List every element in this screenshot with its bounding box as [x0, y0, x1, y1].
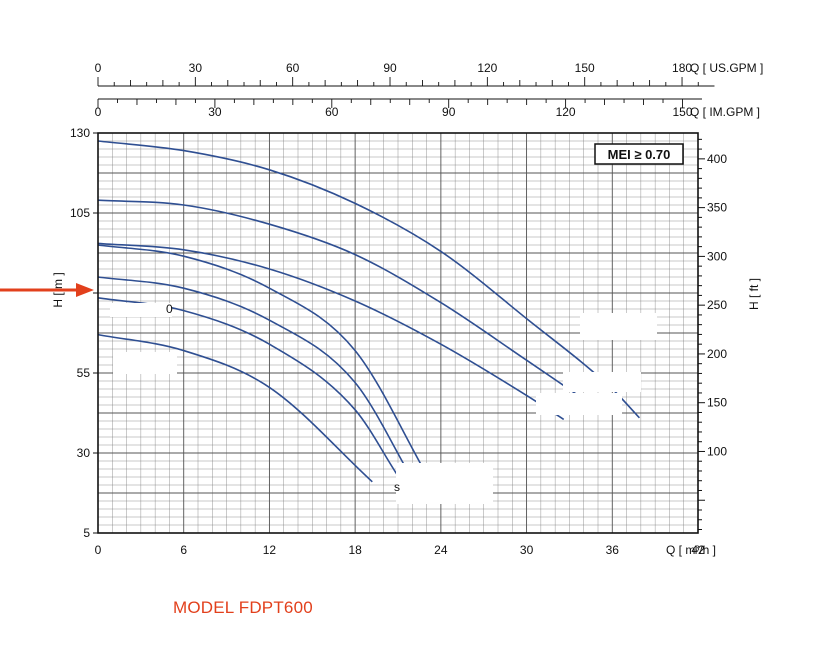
imgpm-tick-label: 30	[208, 105, 222, 119]
pump-curve-5	[97, 276, 415, 483]
x-tick-label: 36	[606, 543, 620, 557]
imgpm-tick-label: 150	[672, 105, 692, 119]
y-axis-left: 5 30 55 105 130	[70, 126, 98, 540]
model-label: MODEL FDPT600	[173, 598, 313, 617]
usgpm-tick-label: 0	[95, 61, 102, 75]
performance-curves	[97, 140, 641, 483]
redaction-patches	[110, 303, 657, 504]
y-axis-right-ft: 100 150 200 250 300 350 400	[698, 138, 727, 530]
top-axis-usgpm: 0 30 60 90 120 150 180	[95, 61, 715, 87]
imgpm-tick-label: 0	[95, 105, 102, 119]
x-axis-bottom: 0 6 12 18 24 30 36 42	[95, 543, 705, 557]
y-tick-label: 55	[77, 366, 91, 380]
top-axis-usgpm-title: Q [ US.GPM ]	[690, 61, 763, 75]
plot-border	[97, 132, 699, 534]
y-tick-label: 130	[70, 126, 90, 140]
imgpm-tick-label: 60	[325, 105, 339, 119]
x-tick-label: 24	[434, 543, 448, 557]
pump-curve-3	[97, 242, 565, 421]
usgpm-tick-label: 180	[672, 61, 692, 75]
x-tick-label: 30	[520, 543, 534, 557]
y-tick-label: 30	[77, 446, 91, 460]
mei-label: MEI ≥ 0.70	[608, 147, 671, 162]
x-tick-label: 12	[263, 543, 277, 557]
y-tick-label: 105	[70, 206, 90, 220]
x-tick-label: 42	[691, 543, 705, 557]
ft-tick-label: 150	[707, 396, 727, 410]
x-axis-title: Q [ m³/h ]	[666, 543, 716, 557]
top-axis-imgpm-title: Q [ IM.GPM ]	[690, 105, 760, 119]
usgpm-tick-label: 150	[575, 61, 595, 75]
ft-tick-label: 300	[707, 249, 727, 263]
x-tick-label: 6	[180, 543, 187, 557]
top-axis-imgpm: 0 30 60 90 120 150	[95, 98, 702, 119]
y-tick-label: 5	[83, 526, 90, 540]
outlet-marker-label: s	[394, 480, 400, 494]
ft-tick-label: 250	[707, 298, 727, 312]
imgpm-tick-label: 90	[442, 105, 456, 119]
usgpm-tick-label: 120	[477, 61, 497, 75]
ft-tick-label: 350	[707, 201, 727, 215]
usgpm-tick-label: 60	[286, 61, 300, 75]
pump-curve-4	[97, 244, 429, 478]
ft-tick-label: 200	[707, 347, 727, 361]
pointer-arrow	[0, 283, 94, 297]
right-axis-title: H [ ft ]	[747, 278, 761, 310]
x-tick-label: 0	[95, 543, 102, 557]
usgpm-tick-label: 90	[383, 61, 397, 75]
curve-marker-label: 0	[166, 302, 173, 316]
imgpm-tick-label: 120	[556, 105, 576, 119]
plot-frame	[97, 132, 699, 534]
mei-badge: MEI ≥ 0.70	[594, 143, 684, 165]
usgpm-tick-label: 30	[189, 61, 203, 75]
pump-curve-7	[97, 333, 373, 483]
ft-tick-label: 100	[707, 444, 727, 458]
pump-curve-6	[97, 297, 398, 475]
x-tick-label: 18	[348, 543, 362, 557]
pump-curve-2	[97, 199, 593, 406]
ft-tick-label: 400	[707, 152, 727, 166]
pump-curve-1	[97, 140, 641, 419]
